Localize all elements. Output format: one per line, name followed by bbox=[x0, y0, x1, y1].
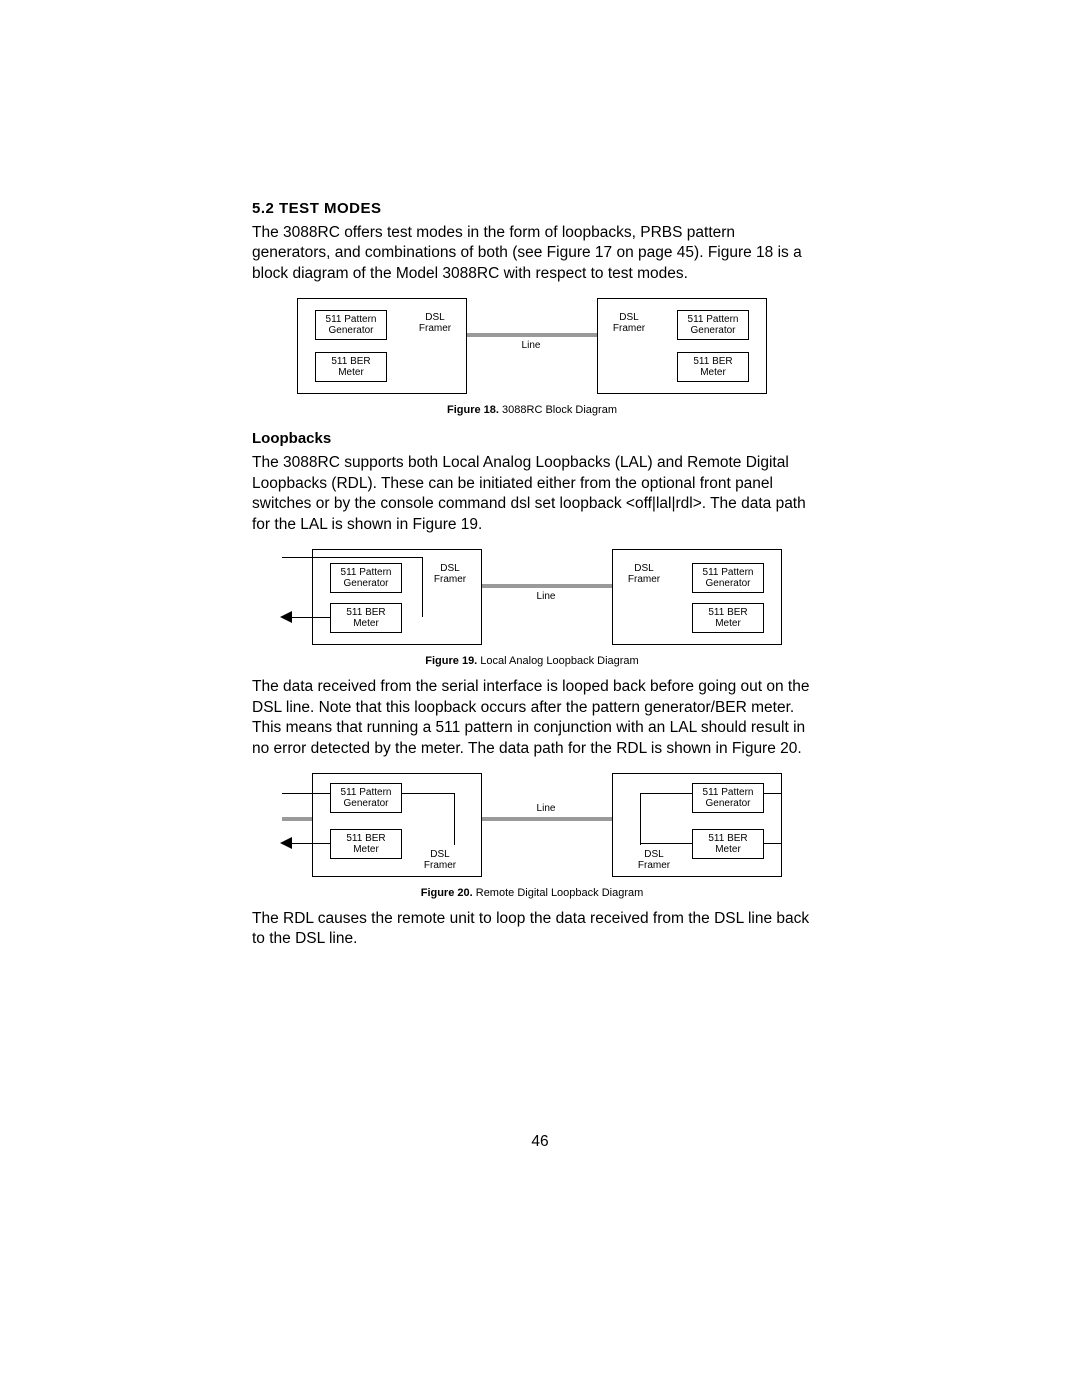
figure-20-diagram: 511 PatternGenerator 511 BERMeter 511 Patt… bbox=[282, 773, 782, 877]
pattern-generator-box: 511 PatternGenerator bbox=[330, 783, 402, 813]
pattern-generator-box: 511 PatternGenerator bbox=[315, 310, 387, 340]
pattern-generator-box: 511 PatternGenerator bbox=[677, 310, 749, 340]
signal-line bbox=[454, 793, 455, 845]
line-label: Line bbox=[526, 803, 566, 814]
dsl-framer-label: DSLFramer bbox=[609, 312, 649, 334]
figure-20: 511 PatternGenerator 511 BERMeter 511 Patt… bbox=[252, 773, 812, 899]
line-label: Line bbox=[526, 591, 566, 602]
signal-line bbox=[422, 557, 423, 617]
subheading-loopbacks: Loopbacks bbox=[252, 430, 812, 447]
page-number: 46 bbox=[0, 1133, 1080, 1151]
arrow-left-icon bbox=[280, 611, 292, 623]
paragraph-after-fig19: The data received from the serial interf… bbox=[252, 677, 812, 759]
signal-line bbox=[640, 793, 641, 845]
pattern-generator-box: 511 PatternGenerator bbox=[692, 563, 764, 593]
arrow-left-icon bbox=[280, 837, 292, 849]
figure-18-caption-bold: Figure 18. bbox=[447, 404, 499, 416]
ber-meter-box: 511 BERMeter bbox=[315, 352, 387, 382]
pattern-generator-box: 511 PatternGenerator bbox=[692, 783, 764, 813]
connection-line bbox=[482, 817, 612, 821]
paragraph-loopbacks: The 3088RC supports both Local Analog Lo… bbox=[252, 453, 812, 535]
figure-20-caption-bold: Figure 20. bbox=[421, 887, 473, 899]
figure-18: 511 PatternGenerator 511 BERMeter 511 Patt… bbox=[252, 298, 812, 416]
figure-18-diagram: 511 PatternGenerator 511 BERMeter 511 Patt… bbox=[297, 298, 767, 394]
ber-meter-box: 511 BERMeter bbox=[692, 603, 764, 633]
content-column: 5.2 TEST MODES The 3088RC offers test mo… bbox=[252, 200, 812, 960]
ber-meter-box: 511 BERMeter bbox=[677, 352, 749, 382]
figure-18-caption: Figure 18. 3088RC Block Diagram bbox=[252, 404, 812, 416]
signal-line bbox=[282, 557, 422, 558]
connection-line bbox=[467, 333, 597, 337]
figure-18-caption-rest: 3088RC Block Diagram bbox=[499, 404, 617, 416]
line-label: Line bbox=[511, 340, 551, 351]
ber-meter-box: 511 BERMeter bbox=[330, 603, 402, 633]
page: 5.2 TEST MODES The 3088RC offers test mo… bbox=[0, 0, 1080, 1397]
figure-20-caption: Figure 20. Remote Digital Loopback Diagr… bbox=[252, 887, 812, 899]
ber-meter-box: 511 BERMeter bbox=[692, 829, 764, 859]
ber-meter-box: 511 BERMeter bbox=[330, 829, 402, 859]
figure-20-caption-rest: Remote Digital Loopback Diagram bbox=[473, 887, 644, 899]
dsl-framer-label: DSLFramer bbox=[420, 849, 460, 871]
figure-19-diagram: 511 PatternGenerator 511 BERMeter 511 Patt… bbox=[282, 549, 782, 645]
figure-19-caption-bold: Figure 19. bbox=[425, 655, 477, 667]
dsl-framer-label: DSLFramer bbox=[415, 312, 455, 334]
dsl-framer-label: DSLFramer bbox=[430, 563, 470, 585]
paragraph-after-fig20: The RDL causes the remote unit to loop t… bbox=[252, 909, 812, 950]
connection-line bbox=[482, 584, 612, 588]
pattern-generator-box: 511 PatternGenerator bbox=[330, 563, 402, 593]
figure-19: 511 PatternGenerator 511 BERMeter 511 Patt… bbox=[252, 549, 812, 667]
dsl-framer-label: DSLFramer bbox=[634, 849, 674, 871]
paragraph-intro: The 3088RC offers test modes in the form… bbox=[252, 223, 812, 284]
section-heading: 5.2 TEST MODES bbox=[252, 200, 812, 217]
figure-19-caption: Figure 19. Local Analog Loopback Diagram bbox=[252, 655, 812, 667]
figure-19-caption-rest: Local Analog Loopback Diagram bbox=[477, 655, 638, 667]
dsl-framer-label: DSLFramer bbox=[624, 563, 664, 585]
